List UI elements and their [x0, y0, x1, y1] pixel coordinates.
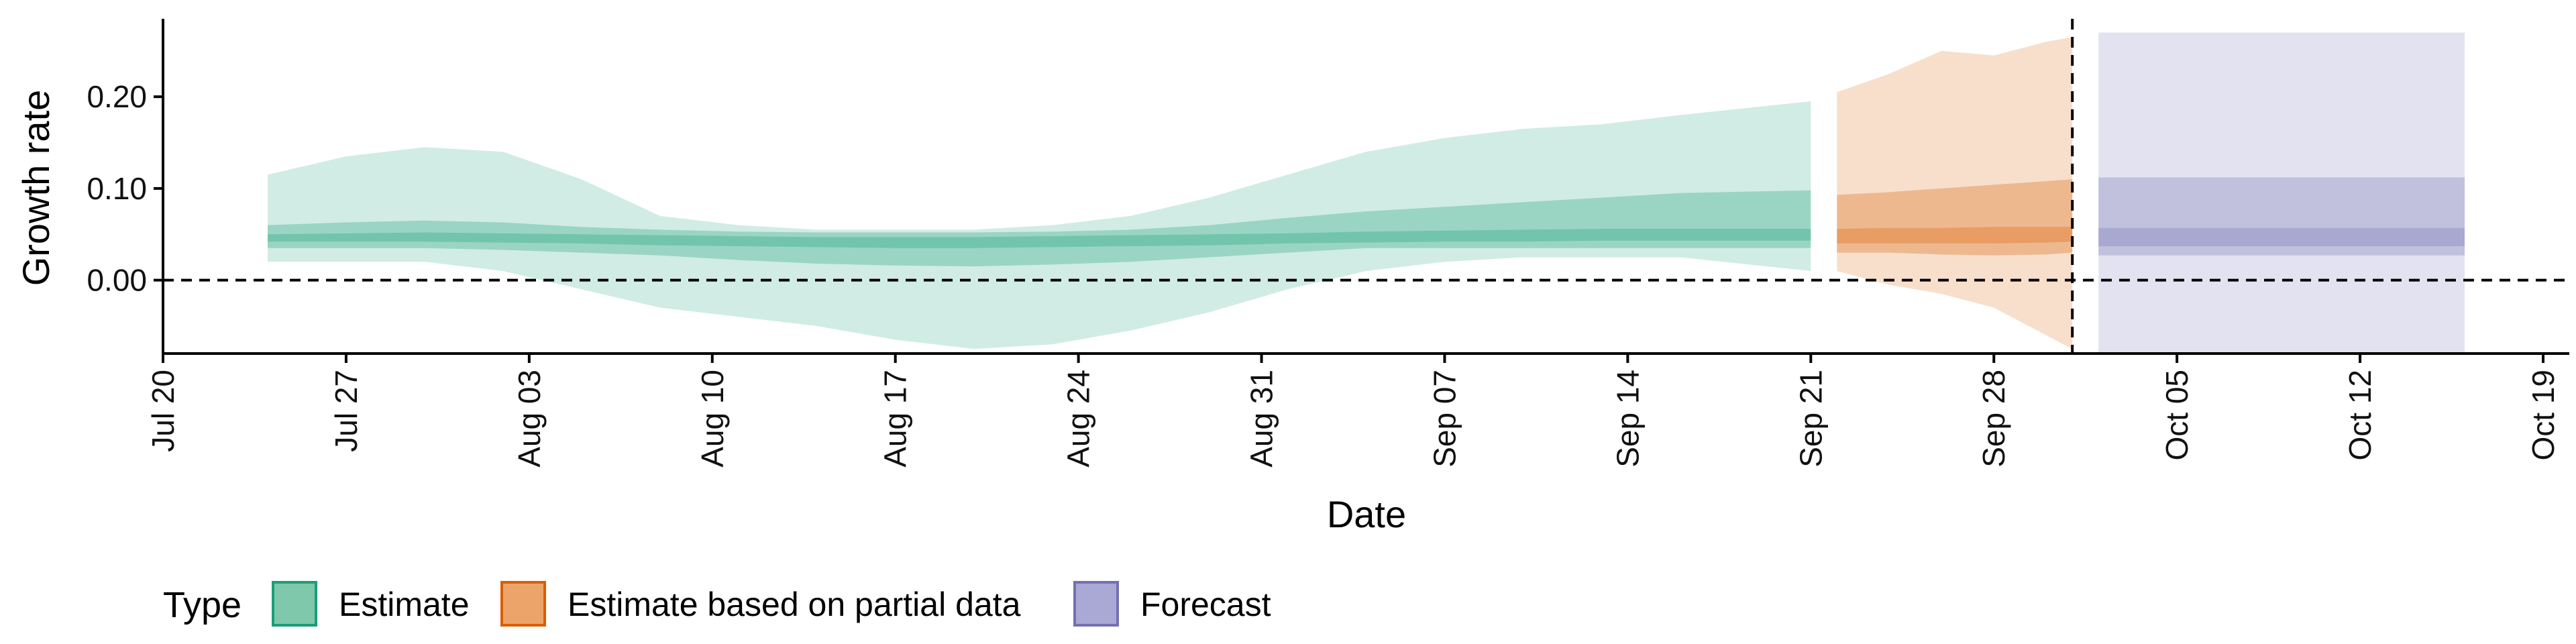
- band-ci20-series-1: [1837, 227, 2073, 244]
- band-ci90-series-2: [2098, 32, 2465, 354]
- legend: Type Estimate Estimate based on partial d…: [163, 581, 1271, 627]
- legend-title: Type: [163, 585, 241, 625]
- band-ci50-series-2: [2098, 177, 2465, 256]
- x-tick-label: Sep 28: [1976, 370, 2011, 468]
- x-tick-label: Oct 12: [2343, 370, 2377, 461]
- y-tick-label: 0.20: [87, 79, 147, 114]
- y-tick-label: 0.10: [87, 171, 147, 206]
- y-axis-title: Growth rate: [15, 90, 57, 286]
- band-ci90-series-0: [268, 101, 1811, 350]
- legend-key-2: [1073, 581, 1119, 627]
- x-tick-label: Sep 07: [1427, 370, 1462, 468]
- y-tick-label: 0.00: [87, 263, 147, 298]
- band-ci50-series-1: [1837, 179, 2073, 256]
- x-tick-label: Oct 05: [2159, 370, 2194, 461]
- x-tick-label: Aug 31: [1244, 370, 1279, 468]
- x-axis-title: Date: [1327, 493, 1406, 535]
- x-tick-label: Sep 14: [1610, 370, 1645, 468]
- x-tick-label: Jul 20: [146, 370, 180, 452]
- axes: 0.00 0.10 0.20 Jul 20 Jul 27 Aug 03 Aug 10 Aug …: [87, 19, 2569, 468]
- legend-key-0: [272, 581, 317, 627]
- legend-key-1: [500, 581, 546, 627]
- band-ci50-series-0: [268, 190, 1811, 267]
- band-ci20-series-2: [2098, 227, 2465, 246]
- x-tick-label: Aug 17: [878, 370, 913, 468]
- legend-label-0: Estimate: [339, 586, 470, 623]
- x-tick-label: Sep 21: [1793, 370, 1828, 468]
- reference-lines: [163, 19, 2569, 354]
- ribbon-layer: [268, 32, 2465, 354]
- band-ci90-series-1: [1837, 37, 2073, 350]
- legend-label-2: Forecast: [1140, 586, 1271, 623]
- x-tick-label: Aug 24: [1061, 370, 1096, 468]
- x-tick-label: Aug 10: [695, 370, 730, 468]
- x-tick-label: Oct 19: [2526, 370, 2561, 461]
- legend-label-1: Estimate based on partial data: [568, 586, 1021, 623]
- band-ci20-series-0: [268, 229, 1811, 248]
- x-tick-label: Aug 03: [512, 370, 547, 468]
- x-tick-label: Jul 27: [329, 370, 364, 452]
